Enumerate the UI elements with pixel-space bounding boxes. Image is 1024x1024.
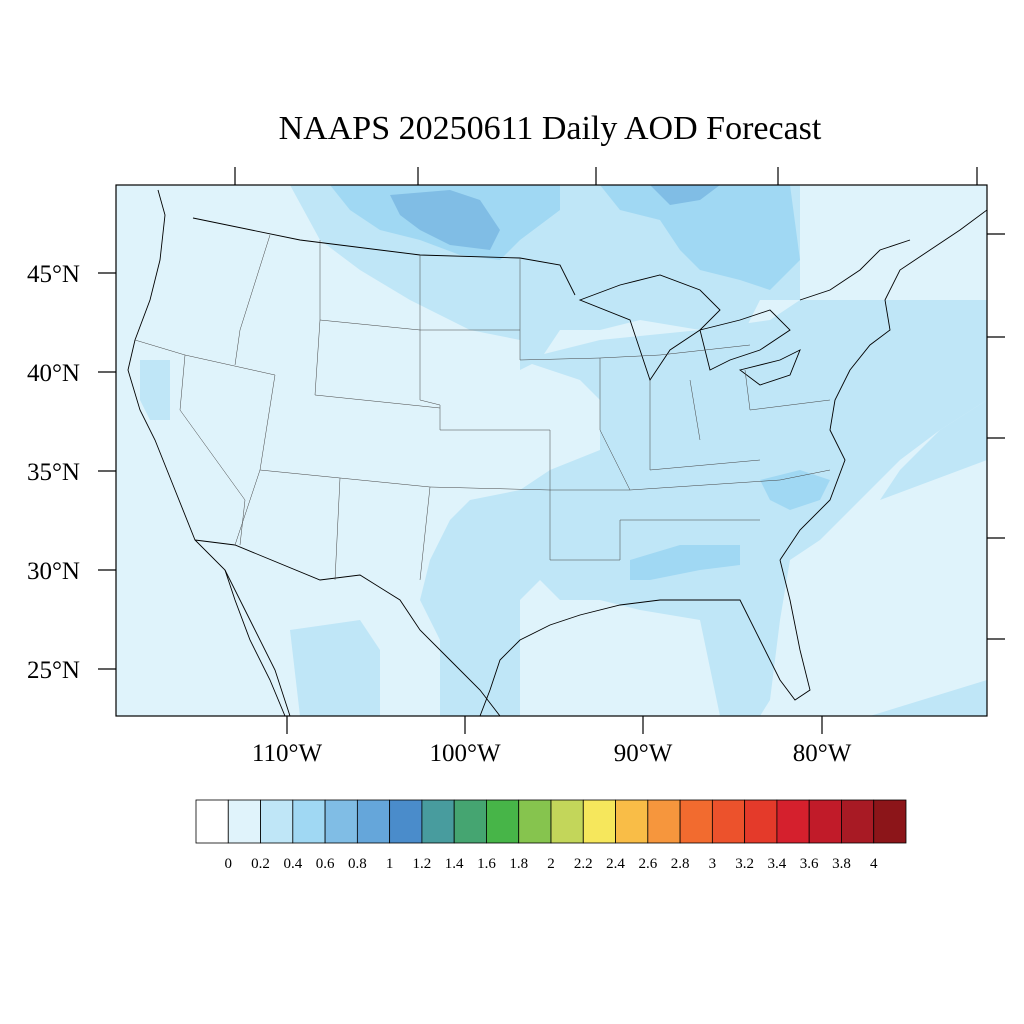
map-title: NAAPS 20250611 Daily AOD Forecast [278, 110, 822, 147]
aod-plume-caribbean [870, 680, 987, 716]
colorbar-tick-label: 2.4 [606, 856, 625, 872]
canada-border [192, 217, 911, 301]
colorbar-tick-label: 1.6 [477, 856, 496, 872]
colorbar-tick-label: 0.4 [283, 856, 302, 872]
aod-plume-west-coast [140, 360, 170, 420]
lon-label: 100°W [429, 740, 500, 767]
colorbar-tick-label: 3.4 [768, 856, 787, 872]
colorbar-tick-label: 1 [386, 856, 394, 872]
colorbar-swatch [647, 799, 681, 844]
lon-labels: 110°W 100°W 90°W 80°W [252, 740, 852, 767]
lat-label: 30°N [27, 558, 80, 585]
colorbar-tick-label: 1.2 [413, 856, 432, 872]
aod-plumes [140, 185, 987, 716]
colorbar-tick-label: 2.8 [671, 856, 690, 872]
colorbar-swatch [260, 799, 294, 844]
great-lakes [578, 274, 801, 386]
colorbar-swatch [518, 799, 552, 844]
mexico-border [194, 539, 501, 716]
colorbar-tick-label: 1.8 [509, 856, 528, 872]
colorbar-tick-label: 3 [709, 856, 717, 872]
atlantic-coastline [779, 209, 987, 561]
lat-labels: 45°N 40°N 35°N 30°N 25°N [27, 261, 80, 684]
colorbar-swatch [292, 799, 326, 844]
right-ticks [987, 233, 1005, 640]
colorbar-swatch [486, 799, 520, 844]
lat-label: 35°N [27, 459, 80, 486]
colorbar-swatch [582, 799, 616, 844]
colorbar-tick-label: 0.2 [251, 856, 270, 872]
colorbar-tick-label: 0.6 [316, 856, 335, 872]
lat-label: 45°N [27, 261, 80, 288]
colorbar-swatch [744, 799, 778, 844]
colorbar-tick-label: 3.6 [800, 856, 819, 872]
aod-plume-mexico [290, 620, 380, 716]
colorbar-swatch [421, 799, 455, 844]
colorbar-swatch [453, 799, 487, 844]
aod-plume-east-atlantic [880, 380, 987, 500]
bottom-ticks [286, 716, 823, 734]
aod-plume-great-lakes [420, 300, 987, 716]
colorbar-swatch [324, 799, 358, 844]
colorbar-swatch [776, 799, 810, 844]
aod-plume-southeast [630, 545, 740, 580]
colorbar-swatch [711, 799, 746, 844]
state-borders [134, 234, 831, 581]
colorbar-tick-label: 2.2 [574, 856, 593, 872]
colorbar-swatch [615, 799, 649, 844]
colorbar-swatch [356, 799, 391, 844]
colorbar [195, 799, 907, 844]
colorbar-tick-label: 4 [870, 856, 878, 872]
pacific-coastline [127, 189, 291, 716]
baja-coastline [224, 569, 286, 716]
colorbar-tick-label: 2.6 [638, 856, 657, 872]
colorbar-swatch [227, 799, 261, 844]
lon-label: 110°W [252, 740, 323, 767]
lat-label: 40°N [27, 360, 80, 387]
left-ticks [98, 272, 116, 670]
colorbar-tick-label: 3.8 [832, 856, 851, 872]
colorbar-swatch [808, 799, 842, 844]
colorbar-tick-label: 0.8 [348, 856, 367, 872]
lat-label: 25°N [27, 657, 80, 684]
plot-area [98, 167, 1005, 734]
colorbar-tick-label: 2 [547, 856, 555, 872]
aod-plume-core-east [650, 185, 720, 205]
coastlines [127, 189, 987, 716]
colorbar-tick-label: 3.2 [735, 856, 754, 872]
colorbar-swatch [550, 799, 584, 844]
gulf-coastline [479, 559, 811, 716]
top-ticks [234, 167, 978, 185]
lon-label: 90°W [614, 740, 673, 767]
colorbar-tick-label: 0 [225, 856, 233, 872]
colorbar-swatch [679, 799, 713, 844]
colorbar-labels: 0 0.2 0.4 0.6 0.8 1 1.2 1.4 1.6 1.8 2 2.2 2.4 2.6 2.8 3… [225, 856, 878, 872]
plot-frame [115, 184, 988, 717]
colorbar-swatch [389, 799, 423, 844]
colorbar-swatch [841, 799, 875, 844]
lon-label: 80°W [793, 740, 852, 767]
colorbar-tick-label: 1.4 [445, 856, 464, 872]
colorbar-swatch [873, 799, 907, 844]
colorbar-swatch [195, 799, 229, 844]
aod-plume-ontario [600, 185, 800, 290]
aod-plume-core-north [390, 190, 500, 250]
